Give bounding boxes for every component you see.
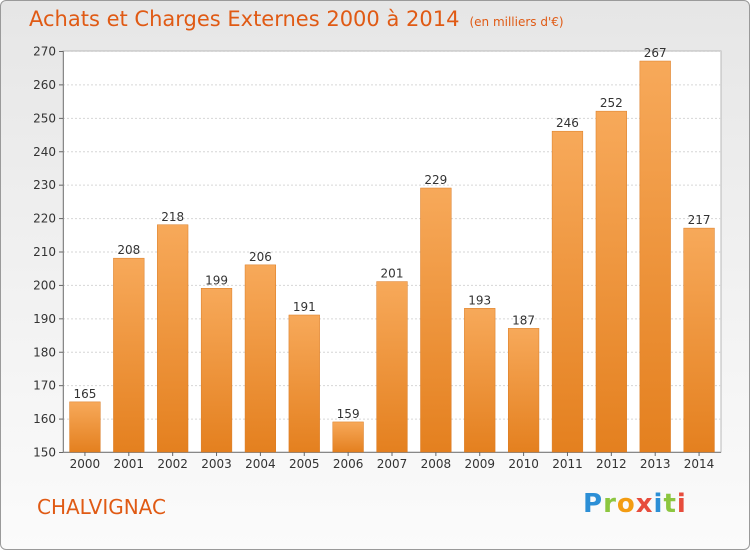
data-label: 193 — [468, 293, 491, 307]
logo-letter: i — [676, 489, 687, 519]
data-label: 229 — [424, 173, 447, 187]
data-label: 159 — [337, 407, 360, 421]
x-tick-label: 2008 — [421, 457, 452, 471]
logo-letter: i — [653, 489, 664, 519]
x-tick-label: 2014 — [684, 457, 715, 471]
chart-title: Achats et Charges Externes 2000 à 2014 (e… — [29, 7, 564, 31]
bar — [288, 314, 320, 453]
y-tick-label: 230 — [33, 178, 56, 192]
x-tick-label: 2013 — [640, 457, 671, 471]
data-label: 208 — [117, 243, 140, 257]
data-label: 206 — [249, 250, 272, 264]
x-tick-label: 2002 — [157, 457, 188, 471]
logo-letter: t — [663, 489, 677, 519]
y-tick-label: 250 — [33, 111, 56, 125]
data-label: 187 — [512, 313, 535, 327]
y-tick-label: 190 — [33, 312, 56, 326]
x-tick-label: 2005 — [289, 457, 320, 471]
x-tick-label: 2000 — [70, 457, 101, 471]
bar — [507, 328, 540, 453]
logo-letter: r — [603, 489, 617, 519]
data-label: 267 — [644, 46, 667, 60]
data-label: 191 — [293, 300, 316, 314]
y-tick-label: 240 — [33, 145, 56, 159]
x-tick-label: 2003 — [201, 457, 232, 471]
x-tick-label: 2009 — [464, 457, 495, 471]
bar — [639, 60, 671, 453]
bar — [69, 401, 101, 453]
x-tick-label: 2007 — [377, 457, 408, 471]
y-tick-label: 200 — [33, 278, 56, 292]
data-label: 252 — [600, 96, 623, 110]
x-tick-label: 2012 — [596, 457, 627, 471]
bar — [595, 110, 627, 453]
bar — [420, 187, 452, 453]
bar — [244, 264, 277, 453]
x-tick-label: 2004 — [245, 457, 276, 471]
y-tick-label: 150 — [33, 446, 56, 460]
data-label: 217 — [688, 213, 711, 227]
x-tick-label: 2006 — [333, 457, 364, 471]
y-tick-label: 270 — [33, 45, 56, 59]
bar — [200, 288, 233, 453]
chart-subtitle: (en milliers d'€) — [469, 15, 564, 29]
proxiti-logo: Proxiti — [583, 489, 687, 519]
y-tick-label: 220 — [33, 212, 56, 226]
bar — [113, 257, 145, 453]
data-label: 246 — [556, 116, 579, 130]
bar — [464, 308, 496, 453]
x-tick-label: 2010 — [508, 457, 539, 471]
y-tick-label: 180 — [33, 345, 56, 359]
bar — [551, 130, 584, 453]
x-tick-label: 2011 — [552, 457, 583, 471]
x-tick-label: 2001 — [114, 457, 145, 471]
commune-name: CHALVIGNAC — [37, 495, 166, 519]
bar — [157, 224, 189, 453]
logo-letter: o — [616, 489, 636, 519]
y-tick-label: 260 — [33, 78, 56, 92]
bar — [376, 281, 408, 453]
y-tick-label: 210 — [33, 245, 56, 259]
data-label: 165 — [73, 387, 96, 401]
logo-letter: x — [635, 489, 654, 519]
logo-letter: P — [583, 489, 604, 519]
data-label: 218 — [161, 210, 184, 224]
y-tick-label: 170 — [33, 379, 56, 393]
bar — [332, 421, 364, 453]
data-label: 199 — [205, 273, 228, 287]
data-label: 201 — [381, 267, 404, 281]
chart-title-text: Achats et Charges Externes 2000 à 2014 — [29, 7, 460, 31]
y-tick-label: 160 — [33, 412, 56, 426]
bar — [683, 227, 715, 453]
